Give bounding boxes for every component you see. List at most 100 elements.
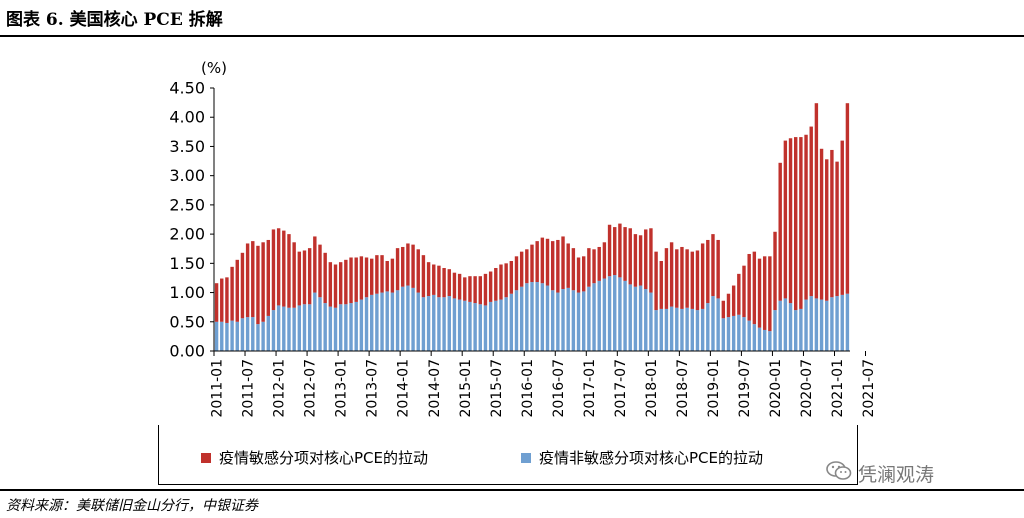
bar-insensitive (514, 290, 519, 351)
bar-insensitive (276, 305, 281, 351)
bar-sensitive (432, 264, 436, 295)
bar-sensitive (742, 265, 746, 318)
bar-sensitive (214, 283, 219, 322)
bar-sensitive (711, 234, 715, 297)
bar-sensitive (338, 262, 343, 305)
bar-sensitive (783, 140, 788, 299)
bar-insensitive (478, 304, 482, 351)
bar-sensitive (840, 140, 844, 295)
bar-insensitive (726, 317, 731, 351)
y-tick-label: 4.00 (169, 108, 205, 127)
bar-sensitive (349, 257, 353, 304)
bar-insensitive (380, 292, 384, 351)
source-note: 资料来源：美联储旧金山分行，中银证券 (6, 498, 258, 514)
bar-insensitive (825, 300, 829, 351)
bar-sensitive (437, 265, 441, 298)
bar-insensitive (644, 289, 648, 351)
bar-insensitive (463, 300, 467, 351)
bar-sensitive (287, 234, 291, 308)
bar-insensitive (245, 317, 250, 351)
bar-sensitive (654, 251, 658, 311)
bar-sensitive (556, 239, 560, 293)
x-tick-label: 2011-07 (241, 359, 257, 418)
bar-insensitive (742, 317, 746, 351)
x-tick-label: 2015-07 (489, 359, 505, 418)
bar-sensitive (442, 268, 446, 298)
bar-sensitive (245, 243, 250, 318)
bar-insensitive (328, 306, 333, 351)
bar-insensitive (628, 284, 632, 351)
bar-insensitive (297, 305, 302, 351)
x-tick-label: 2016-01 (520, 359, 536, 418)
bar-insensitive (576, 292, 581, 351)
bar-insensitive (794, 310, 798, 351)
bar-insensitive (530, 282, 534, 351)
bar-insensitive (282, 306, 286, 351)
y-tick-label: 3.00 (169, 166, 205, 185)
bar-insensitive (287, 307, 291, 351)
bar-sensitive (457, 273, 462, 300)
bar-sensitive (747, 253, 751, 321)
y-tick-label: 2.00 (169, 225, 205, 244)
bar-sensitive (706, 239, 710, 304)
bar-sensitive (607, 224, 612, 277)
x-tick-label: 2021-01 (830, 359, 846, 418)
bar-insensitive (473, 303, 477, 351)
bar-sensitive (623, 227, 627, 281)
bar-insensitive (535, 282, 539, 351)
y-axis: 0.00 0.50 1.00 1.50 2.00 2.50 3.00 3.50 4.00 4.50 (169, 79, 215, 361)
bar-insensitive (618, 277, 622, 351)
bar-insensitive (659, 308, 663, 351)
bar-insensitive (566, 287, 570, 351)
bar-sensitive (297, 251, 302, 306)
bar-insensitive (737, 314, 741, 351)
bar-sensitive (452, 272, 457, 299)
x-tick-label: 2019-01 (706, 359, 722, 418)
bar-sensitive (597, 246, 601, 281)
bar-sensitive (633, 234, 638, 287)
bar-insensitive (613, 275, 617, 351)
bar-sensitive (788, 138, 793, 304)
bar-insensitive (556, 292, 560, 351)
bar-sensitive (814, 103, 819, 299)
x-tick-label: 2019-07 (737, 359, 753, 418)
y-tick-label: 1.50 (169, 254, 205, 273)
bar-insensitive (390, 292, 395, 351)
x-tick-label: 2016-07 (551, 359, 567, 418)
bar-insensitive (442, 297, 446, 351)
bar-sensitive (385, 260, 389, 292)
bar-insensitive (313, 292, 317, 351)
bar-sensitive (240, 252, 245, 319)
bar-sensitive (602, 242, 607, 279)
bar-insensitive (302, 304, 307, 351)
legend-item-insensitive: 疫情非敏感分项对核心PCE的拉动 (521, 447, 763, 468)
bar-sensitive (582, 256, 586, 292)
bar-sensitive (463, 277, 467, 301)
bar-sensitive (809, 126, 813, 297)
bar-insensitive (819, 299, 824, 351)
bar-sensitive (649, 228, 653, 293)
bar-insensitive (830, 297, 834, 351)
bar-sensitive (690, 251, 694, 309)
bar-sensitive (328, 262, 333, 307)
bar-insensitive (700, 308, 705, 351)
x-tick-label: 2015-01 (458, 359, 474, 418)
bar-sensitive (271, 229, 276, 311)
bar-insensitive (483, 305, 488, 351)
bar-sensitive (545, 238, 550, 286)
x-tick-label: 2013-01 (334, 359, 350, 418)
figure-title: 图表 6. 美国核心 PCE 拆解 (6, 10, 223, 30)
bar-insensitive (406, 285, 410, 351)
bar-sensitive (426, 262, 431, 297)
bar-insensitive (370, 294, 374, 351)
bar-sensitive (726, 293, 731, 318)
bar-sensitive (292, 242, 296, 308)
bar-sensitive (638, 235, 643, 286)
bar-insensitive (582, 291, 586, 351)
bar-sensitive (344, 259, 348, 305)
y-axis-unit-label: (%) (201, 59, 227, 77)
legend-swatch-sensitive (201, 452, 211, 463)
bar-sensitive (395, 248, 400, 291)
bar-insensitive (504, 297, 508, 351)
bar-sensitive (530, 244, 534, 283)
